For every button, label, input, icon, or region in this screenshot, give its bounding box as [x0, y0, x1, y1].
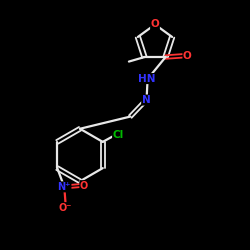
Text: N: N	[142, 95, 150, 105]
Text: O: O	[150, 20, 160, 30]
Text: O: O	[80, 180, 88, 190]
Text: O: O	[183, 51, 192, 61]
Text: N⁺: N⁺	[58, 182, 71, 192]
Text: O⁻: O⁻	[59, 202, 72, 212]
Text: HN: HN	[138, 74, 155, 84]
Text: Cl: Cl	[112, 130, 124, 140]
